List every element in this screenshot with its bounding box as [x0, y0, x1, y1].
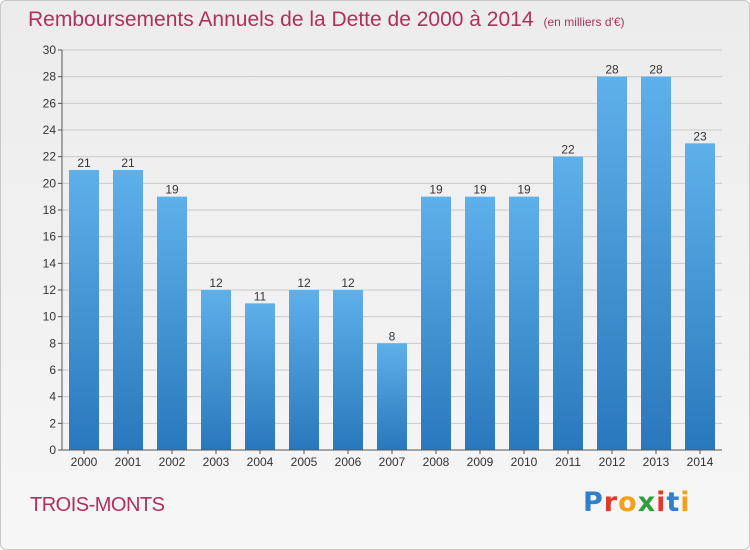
y-tick-label: 8: [49, 336, 56, 350]
y-tick-label: 16: [43, 230, 57, 244]
y-tick-label: 0: [49, 443, 56, 457]
data-label-2001: 21: [121, 156, 135, 170]
data-label-2006: 12: [341, 276, 355, 290]
y-tick-label: 6: [49, 363, 56, 377]
y-tick-label: 4: [49, 390, 56, 404]
bar-2002: [157, 196, 187, 450]
y-tick-label: 10: [43, 310, 57, 324]
x-tick-label: 2002: [159, 455, 186, 469]
data-label-2003: 12: [209, 276, 223, 290]
data-label-2008: 19: [429, 183, 443, 197]
y-tick-label: 14: [43, 256, 57, 270]
bar-2009: [465, 196, 495, 450]
x-tick-label: 2003: [203, 455, 230, 469]
y-tick-label: 30: [43, 43, 57, 57]
bar-2000: [69, 170, 99, 450]
y-tick-label: 24: [43, 123, 57, 137]
bar-2005: [289, 290, 319, 450]
x-tick-label: 2006: [335, 455, 362, 469]
x-tick-label: 2005: [291, 455, 318, 469]
x-tick-label: 2012: [599, 455, 626, 469]
x-tick-label: 2001: [115, 455, 142, 469]
y-tick-label: 12: [43, 283, 57, 297]
data-label-2011: 22: [561, 143, 575, 157]
bar-2011: [553, 156, 583, 450]
bar-2008: [421, 196, 451, 450]
bar-2004: [245, 303, 275, 450]
data-label-2012: 28: [605, 63, 619, 77]
title-text: Remboursements Annuels de la Dette de 20…: [28, 8, 534, 31]
chart-title: Remboursements Annuels de la Dette de 20…: [28, 8, 625, 32]
data-label-2013: 28: [649, 63, 663, 77]
data-label-2009: 19: [473, 183, 487, 197]
bar-2007: [377, 343, 407, 450]
bar-2003: [201, 290, 231, 450]
data-label-2010: 19: [517, 183, 531, 197]
y-tick-label: 2: [49, 416, 56, 430]
data-label-2000: 21: [77, 156, 91, 170]
bar-2013: [641, 76, 671, 451]
x-tick-label: 2008: [423, 455, 450, 469]
town-name: TROIS-MONTS: [30, 494, 165, 516]
y-tick-label: 22: [43, 150, 57, 164]
x-tick-label: 2014: [687, 455, 714, 469]
x-tick-label: 2013: [643, 455, 670, 469]
y-tick-label: 20: [43, 176, 57, 190]
bar-2014: [685, 143, 715, 451]
bar-2012: [597, 76, 627, 451]
data-label-2002: 19: [165, 183, 179, 197]
data-label-2005: 12: [297, 276, 311, 290]
y-tick-label: 28: [43, 70, 57, 84]
data-label-2007: 8: [389, 329, 396, 343]
data-label-2004: 11: [254, 289, 267, 303]
bars: 21 21 19 12 11 12 12 8 19 19 19 22 28 28 23: [69, 63, 715, 451]
x-tick-label: 2011: [555, 455, 581, 469]
title-unit: (en milliers d'€): [543, 15, 625, 29]
x-tick-label: 2004: [247, 455, 274, 469]
bar-2006: [333, 290, 363, 450]
y-tick-label: 26: [43, 96, 57, 110]
x-tick-label: 2007: [379, 455, 406, 469]
y-tick-label: 18: [43, 203, 57, 217]
bar-2010: [509, 196, 539, 450]
x-tick-label: 2000: [71, 455, 98, 469]
x-tick-label: 2009: [467, 455, 494, 469]
data-label-2014: 23: [693, 129, 707, 143]
bar-2001: [113, 170, 143, 450]
proxiti-logo: Proxiti: [583, 487, 691, 518]
x-tick-label: 2010: [511, 455, 538, 469]
